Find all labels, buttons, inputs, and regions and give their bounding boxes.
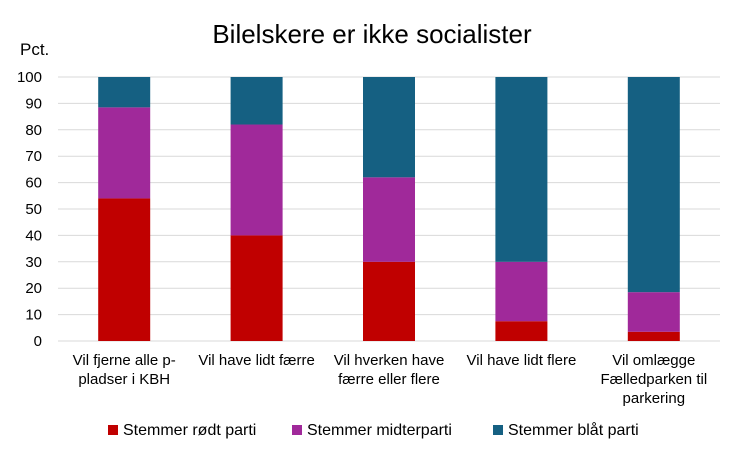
y-tick-label: 40: [25, 227, 42, 244]
x-category-label: Vil hverken have: [334, 352, 445, 369]
y-axis-label: Pct.: [20, 40, 49, 59]
y-tick-label: 10: [25, 307, 42, 324]
bar-segment: [495, 261, 548, 322]
legend-swatch: [108, 425, 118, 435]
legend-label: Stemmer blåt parti: [508, 421, 639, 439]
y-tick-label: 0: [34, 333, 42, 350]
x-category-label: Fælledparken til: [600, 371, 707, 388]
bar-segment: [230, 77, 283, 125]
x-category-label: parkering: [623, 390, 686, 407]
bar-segment: [495, 321, 548, 341]
y-tick-label: 60: [25, 175, 42, 192]
bar-segment: [98, 107, 151, 199]
bar-segment: [627, 331, 680, 341]
x-category-label: Vil omlægge: [612, 352, 695, 369]
bar-segment: [495, 77, 548, 262]
y-tick-label: 30: [25, 254, 42, 271]
legend-swatch: [292, 425, 302, 435]
bars: [98, 77, 680, 341]
legend-label: Stemmer midterparti: [307, 422, 452, 439]
x-category-label: pladser i KBH: [78, 371, 170, 388]
bar-segment: [363, 261, 415, 341]
chart-title: Bilelskere er ikke socialister: [212, 19, 532, 49]
x-category-label: færre eller flere: [338, 371, 440, 388]
y-ticks: 0 10 20 30 40 50 60 70 80 90 100: [17, 69, 42, 350]
bar-segment: [627, 77, 680, 293]
bar-segment: [230, 235, 283, 341]
legend-swatch: [493, 425, 503, 435]
bar-segment: [363, 177, 415, 262]
legend: Stemmer rødt parti Stemmer midterparti Ste…: [108, 421, 639, 439]
y-tick-label: 80: [25, 122, 42, 139]
x-category-label: Vil fjerne alle p-: [73, 352, 176, 369]
legend-label: Stemmer rødt parti: [123, 422, 256, 439]
bar-segment: [363, 77, 415, 178]
x-category-label: Vil have lidt færre: [198, 352, 314, 369]
y-tick-label: 50: [25, 201, 42, 218]
bar-segment: [627, 292, 680, 332]
bar-segment: [230, 124, 283, 236]
y-tick-label: 90: [25, 95, 42, 112]
x-categories: Vil fjerne alle p-pladser i KBH Vil have …: [73, 352, 708, 407]
y-tick-label: 100: [17, 69, 42, 86]
y-tick-label: 20: [25, 280, 42, 297]
bar-segment: [98, 198, 151, 341]
bar-segment: [98, 77, 151, 108]
y-tick-label: 70: [25, 148, 42, 165]
x-category-label: Vil have lidt flere: [467, 352, 577, 369]
